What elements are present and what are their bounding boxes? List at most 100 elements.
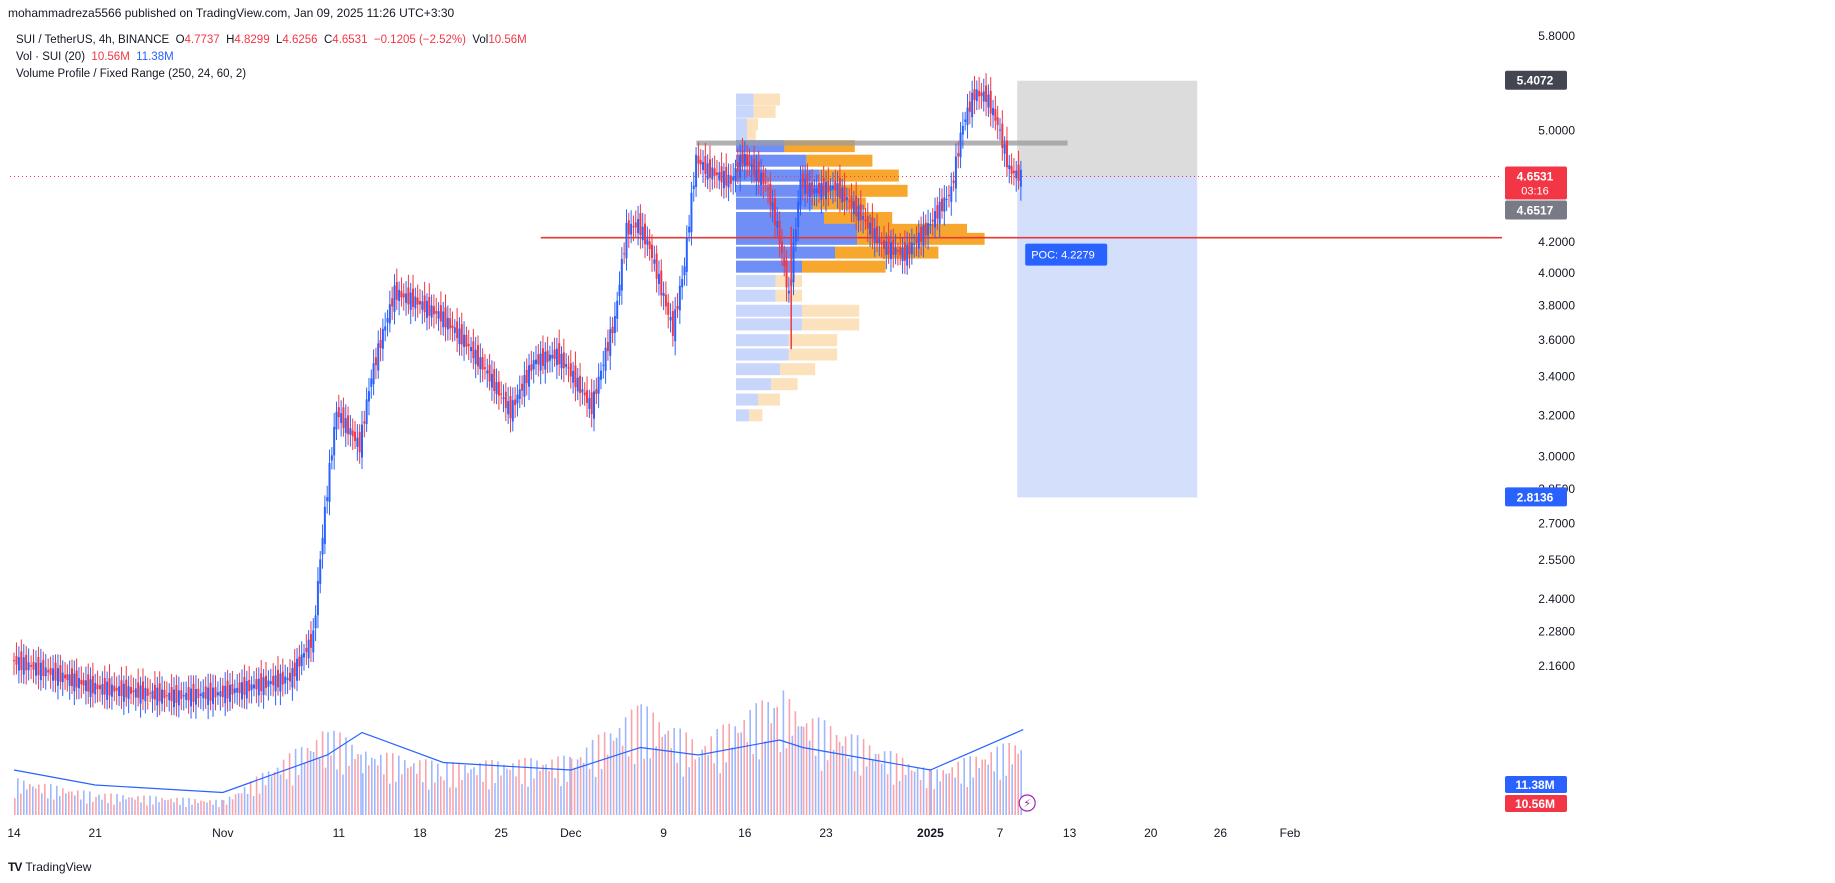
volume-bar [440, 776, 442, 815]
candle-body [518, 389, 521, 399]
candle-body [437, 311, 440, 319]
candle-body [374, 357, 377, 366]
volume-bar [303, 762, 306, 815]
candle-body [876, 226, 879, 244]
candle-body [576, 377, 579, 392]
volume-bar [907, 764, 910, 815]
candle-body [42, 659, 45, 676]
candle-body [347, 415, 350, 435]
volume-bar [413, 763, 415, 815]
volume-bar [566, 781, 568, 815]
candle-body [718, 172, 721, 181]
candle-body [829, 185, 832, 191]
candle-body [657, 273, 660, 284]
candle-body [899, 246, 902, 256]
vp-bar-down [806, 154, 873, 167]
vp-bar-up [736, 246, 835, 259]
candle-body [182, 695, 185, 697]
volume-bar [829, 726, 832, 815]
volume-bar [728, 723, 730, 815]
volume-bar [868, 745, 871, 815]
volume-bar [288, 753, 291, 815]
candle-body [894, 247, 897, 255]
candle-body [910, 242, 913, 255]
volume-bar [612, 740, 615, 815]
volume-bar [859, 775, 862, 815]
volume-bar [698, 757, 700, 815]
vp-bar-up [736, 93, 754, 106]
volume-bar [527, 786, 529, 815]
volume-bar [518, 759, 520, 815]
low-value: 4.6256 [282, 34, 318, 46]
candle-body [936, 205, 939, 219]
candle-body [560, 353, 563, 369]
volume-bar [197, 802, 199, 815]
candle-body [372, 363, 375, 385]
volume-bar [694, 759, 696, 815]
candle-body [646, 239, 649, 245]
volume-bar [191, 804, 193, 815]
candle-body [379, 339, 382, 348]
x-tick-label: 14 [7, 826, 21, 840]
candle-body [30, 664, 33, 667]
candle-body [52, 668, 55, 681]
candle-body [68, 674, 71, 686]
volume-bar [1005, 775, 1007, 815]
vp-bar-down [749, 409, 763, 422]
candle-body [192, 683, 195, 702]
candle-body [822, 177, 825, 196]
candle-body [281, 671, 284, 685]
candle-body [532, 360, 535, 370]
candle-body [463, 334, 466, 347]
volume-profile-title[interactable]: Volume Profile / Fixed Range (250, 24, 6… [16, 68, 247, 80]
candle-body [87, 674, 90, 692]
volume-study-title[interactable]: Vol · SUI (20) [16, 51, 86, 63]
vp-bar-down [753, 93, 780, 106]
candle-body [73, 673, 76, 692]
candle-body [444, 307, 447, 328]
candle-body [855, 195, 858, 217]
volume-bar [603, 732, 606, 815]
poc-callout [1025, 243, 1108, 266]
candle-body [746, 154, 749, 166]
vp-bar-down [747, 118, 758, 131]
candle-body [739, 154, 742, 178]
candle-body [959, 132, 962, 158]
volume-bar [128, 797, 130, 815]
candle-body [435, 311, 438, 314]
volume-bar [300, 746, 303, 815]
volume-bar [719, 773, 721, 815]
candle-body [841, 187, 844, 203]
volume-bar [333, 730, 335, 815]
footer-brand[interactable]: TV TradingView [8, 860, 91, 874]
current-price-label: 4.6531 [1517, 170, 1554, 184]
volume-bar [841, 745, 844, 815]
volume-bar [560, 786, 562, 815]
candle-body [848, 200, 851, 202]
candle-body [674, 309, 677, 342]
candle-body [878, 238, 881, 243]
volume-bar [312, 751, 315, 815]
volume-bar [155, 796, 157, 815]
volume-bar [682, 776, 684, 815]
candle-body [525, 369, 528, 384]
candle-body [398, 289, 401, 302]
candle-body [330, 455, 333, 461]
candle-body [477, 345, 479, 367]
candle-body [1012, 170, 1015, 174]
tradingview-logo-icon: TV [8, 860, 22, 874]
candle-body [125, 679, 128, 698]
candle-body [141, 681, 144, 700]
volume-bar [919, 779, 922, 815]
symbol-label[interactable]: SUI / TetherUS, 4h, BINANCE [16, 34, 170, 46]
candle-body [743, 154, 746, 166]
candle-body [741, 150, 744, 164]
candle-body [289, 672, 291, 682]
volume-bar [904, 774, 907, 815]
candle-body [889, 241, 892, 259]
candle-body [59, 665, 62, 682]
volume-bar [1020, 750, 1022, 815]
y-tick-label: 3.2000 [1538, 408, 1575, 422]
candle-body [309, 633, 312, 648]
